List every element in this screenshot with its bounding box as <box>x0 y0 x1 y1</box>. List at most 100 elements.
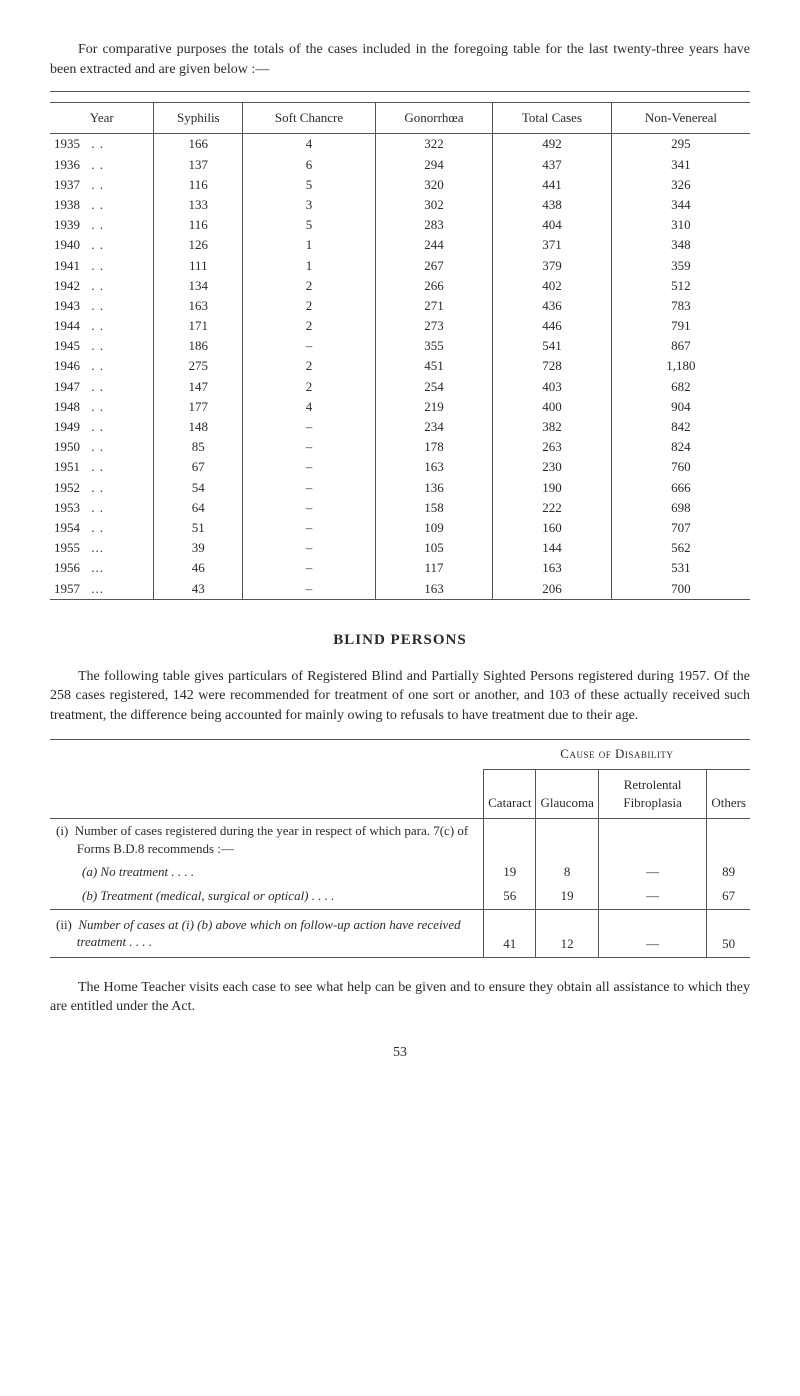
col-nonvenereal: Non-Venereal <box>611 103 750 134</box>
cell: 222 <box>493 498 612 518</box>
table-row: 1940 . .1261244371348 <box>50 235 750 255</box>
cell: 404 <box>493 215 612 235</box>
cell: 1 <box>243 235 376 255</box>
cell: 2 <box>243 377 376 397</box>
cell: 85 <box>154 437 243 457</box>
cell: 133 <box>154 195 243 215</box>
cell-year: 1954 . . <box>50 518 154 538</box>
cell: 698 <box>611 498 750 518</box>
cell: 400 <box>493 397 612 417</box>
cell: 273 <box>375 316 492 336</box>
col-glaucoma: Glaucoma <box>536 769 598 818</box>
table-row: 1943 . .1632271436783 <box>50 296 750 316</box>
cell: – <box>243 498 376 518</box>
cell: 441 <box>493 175 612 195</box>
cell: 109 <box>375 518 492 538</box>
cell-year: 1941 . . <box>50 256 154 276</box>
cell: — <box>598 884 706 909</box>
cell: 254 <box>375 377 492 397</box>
cell: – <box>243 579 376 600</box>
cell: 206 <box>493 579 612 600</box>
table-row: 1939 . .1165283404310 <box>50 215 750 235</box>
table-row: 1951 . .67–163230760 <box>50 457 750 477</box>
cell: 2 <box>243 296 376 316</box>
cell: 19 <box>536 884 598 909</box>
blind-intro-paragraph: The following table gives particulars of… <box>50 667 750 726</box>
cell: – <box>243 437 376 457</box>
home-teacher-paragraph: The Home Teacher visits each case to see… <box>50 978 750 1017</box>
cell: 166 <box>154 134 243 155</box>
cell: 531 <box>611 558 750 578</box>
cell: 666 <box>611 478 750 498</box>
cell: 134 <box>154 276 243 296</box>
cell-year: 1936 . . <box>50 155 154 175</box>
cell: 294 <box>375 155 492 175</box>
cell: 1 <box>243 256 376 276</box>
cell: 341 <box>611 155 750 175</box>
cell: 190 <box>493 478 612 498</box>
cell-year: 1948 . . <box>50 397 154 417</box>
table-row: 1947 . .1472254403682 <box>50 377 750 397</box>
cell: 171 <box>154 316 243 336</box>
blind-persons-heading: BLIND PERSONS <box>50 630 750 651</box>
table-row: 1955 ...39–105144562 <box>50 538 750 558</box>
cell-year: 1942 . . <box>50 276 154 296</box>
cell: 382 <box>493 417 612 437</box>
table-row: 1952 . .54–136190666 <box>50 478 750 498</box>
cell: 163 <box>375 579 492 600</box>
cell-year: 1943 . . <box>50 296 154 316</box>
cell: 160 <box>493 518 612 538</box>
cell: 56 <box>484 884 536 909</box>
cell: 158 <box>375 498 492 518</box>
cell: 177 <box>154 397 243 417</box>
cell-year: 1947 . . <box>50 377 154 397</box>
cell-year: 1949 . . <box>50 417 154 437</box>
cell: 310 <box>611 215 750 235</box>
cell: 359 <box>611 256 750 276</box>
cell: 67 <box>154 457 243 477</box>
cell: 1,180 <box>611 356 750 376</box>
cell: 371 <box>493 235 612 255</box>
intro-paragraph: For comparative purposes the totals of t… <box>50 40 750 79</box>
cell-year: 1939 . . <box>50 215 154 235</box>
cell: 512 <box>611 276 750 296</box>
cell: 5 <box>243 175 376 195</box>
table-row: 1935 . .1664322492295 <box>50 134 750 155</box>
cell: 302 <box>375 195 492 215</box>
cell: – <box>243 558 376 578</box>
cell: 562 <box>611 538 750 558</box>
cell: 54 <box>154 478 243 498</box>
cell: 728 <box>493 356 612 376</box>
table-row: 1945 . .186–355541867 <box>50 336 750 356</box>
row-i-a: (a) No treatment . . . . <box>50 860 484 884</box>
cell: 402 <box>493 276 612 296</box>
cell: 791 <box>611 316 750 336</box>
cell: 5 <box>243 215 376 235</box>
cell-year: 1952 . . <box>50 478 154 498</box>
cell-year: 1944 . . <box>50 316 154 336</box>
cell: 234 <box>375 417 492 437</box>
cell: 451 <box>375 356 492 376</box>
cell: 126 <box>154 235 243 255</box>
cell-year: 1945 . . <box>50 336 154 356</box>
cell-year: 1953 . . <box>50 498 154 518</box>
cell: 12 <box>536 909 598 957</box>
table-row: 1941 . .1111267379359 <box>50 256 750 276</box>
cell-year: 1935 . . <box>50 134 154 155</box>
cell: 436 <box>493 296 612 316</box>
cell: 144 <box>493 538 612 558</box>
table-row: 1944 . .1712273446791 <box>50 316 750 336</box>
cell-year: 1956 ... <box>50 558 154 578</box>
cause-group-header: Cause of Disability <box>484 740 750 769</box>
cell: 116 <box>154 215 243 235</box>
cell: 8 <box>536 860 598 884</box>
col-syphilis: Syphilis <box>154 103 243 134</box>
table-row: 1948 . .1774219400904 <box>50 397 750 417</box>
cell: 148 <box>154 417 243 437</box>
row-ii-desc: (ii) Number of cases at (i) (b) above wh… <box>50 909 484 957</box>
cell: 219 <box>375 397 492 417</box>
cell: 163 <box>154 296 243 316</box>
cell: 379 <box>493 256 612 276</box>
cell: 438 <box>493 195 612 215</box>
cell: 783 <box>611 296 750 316</box>
